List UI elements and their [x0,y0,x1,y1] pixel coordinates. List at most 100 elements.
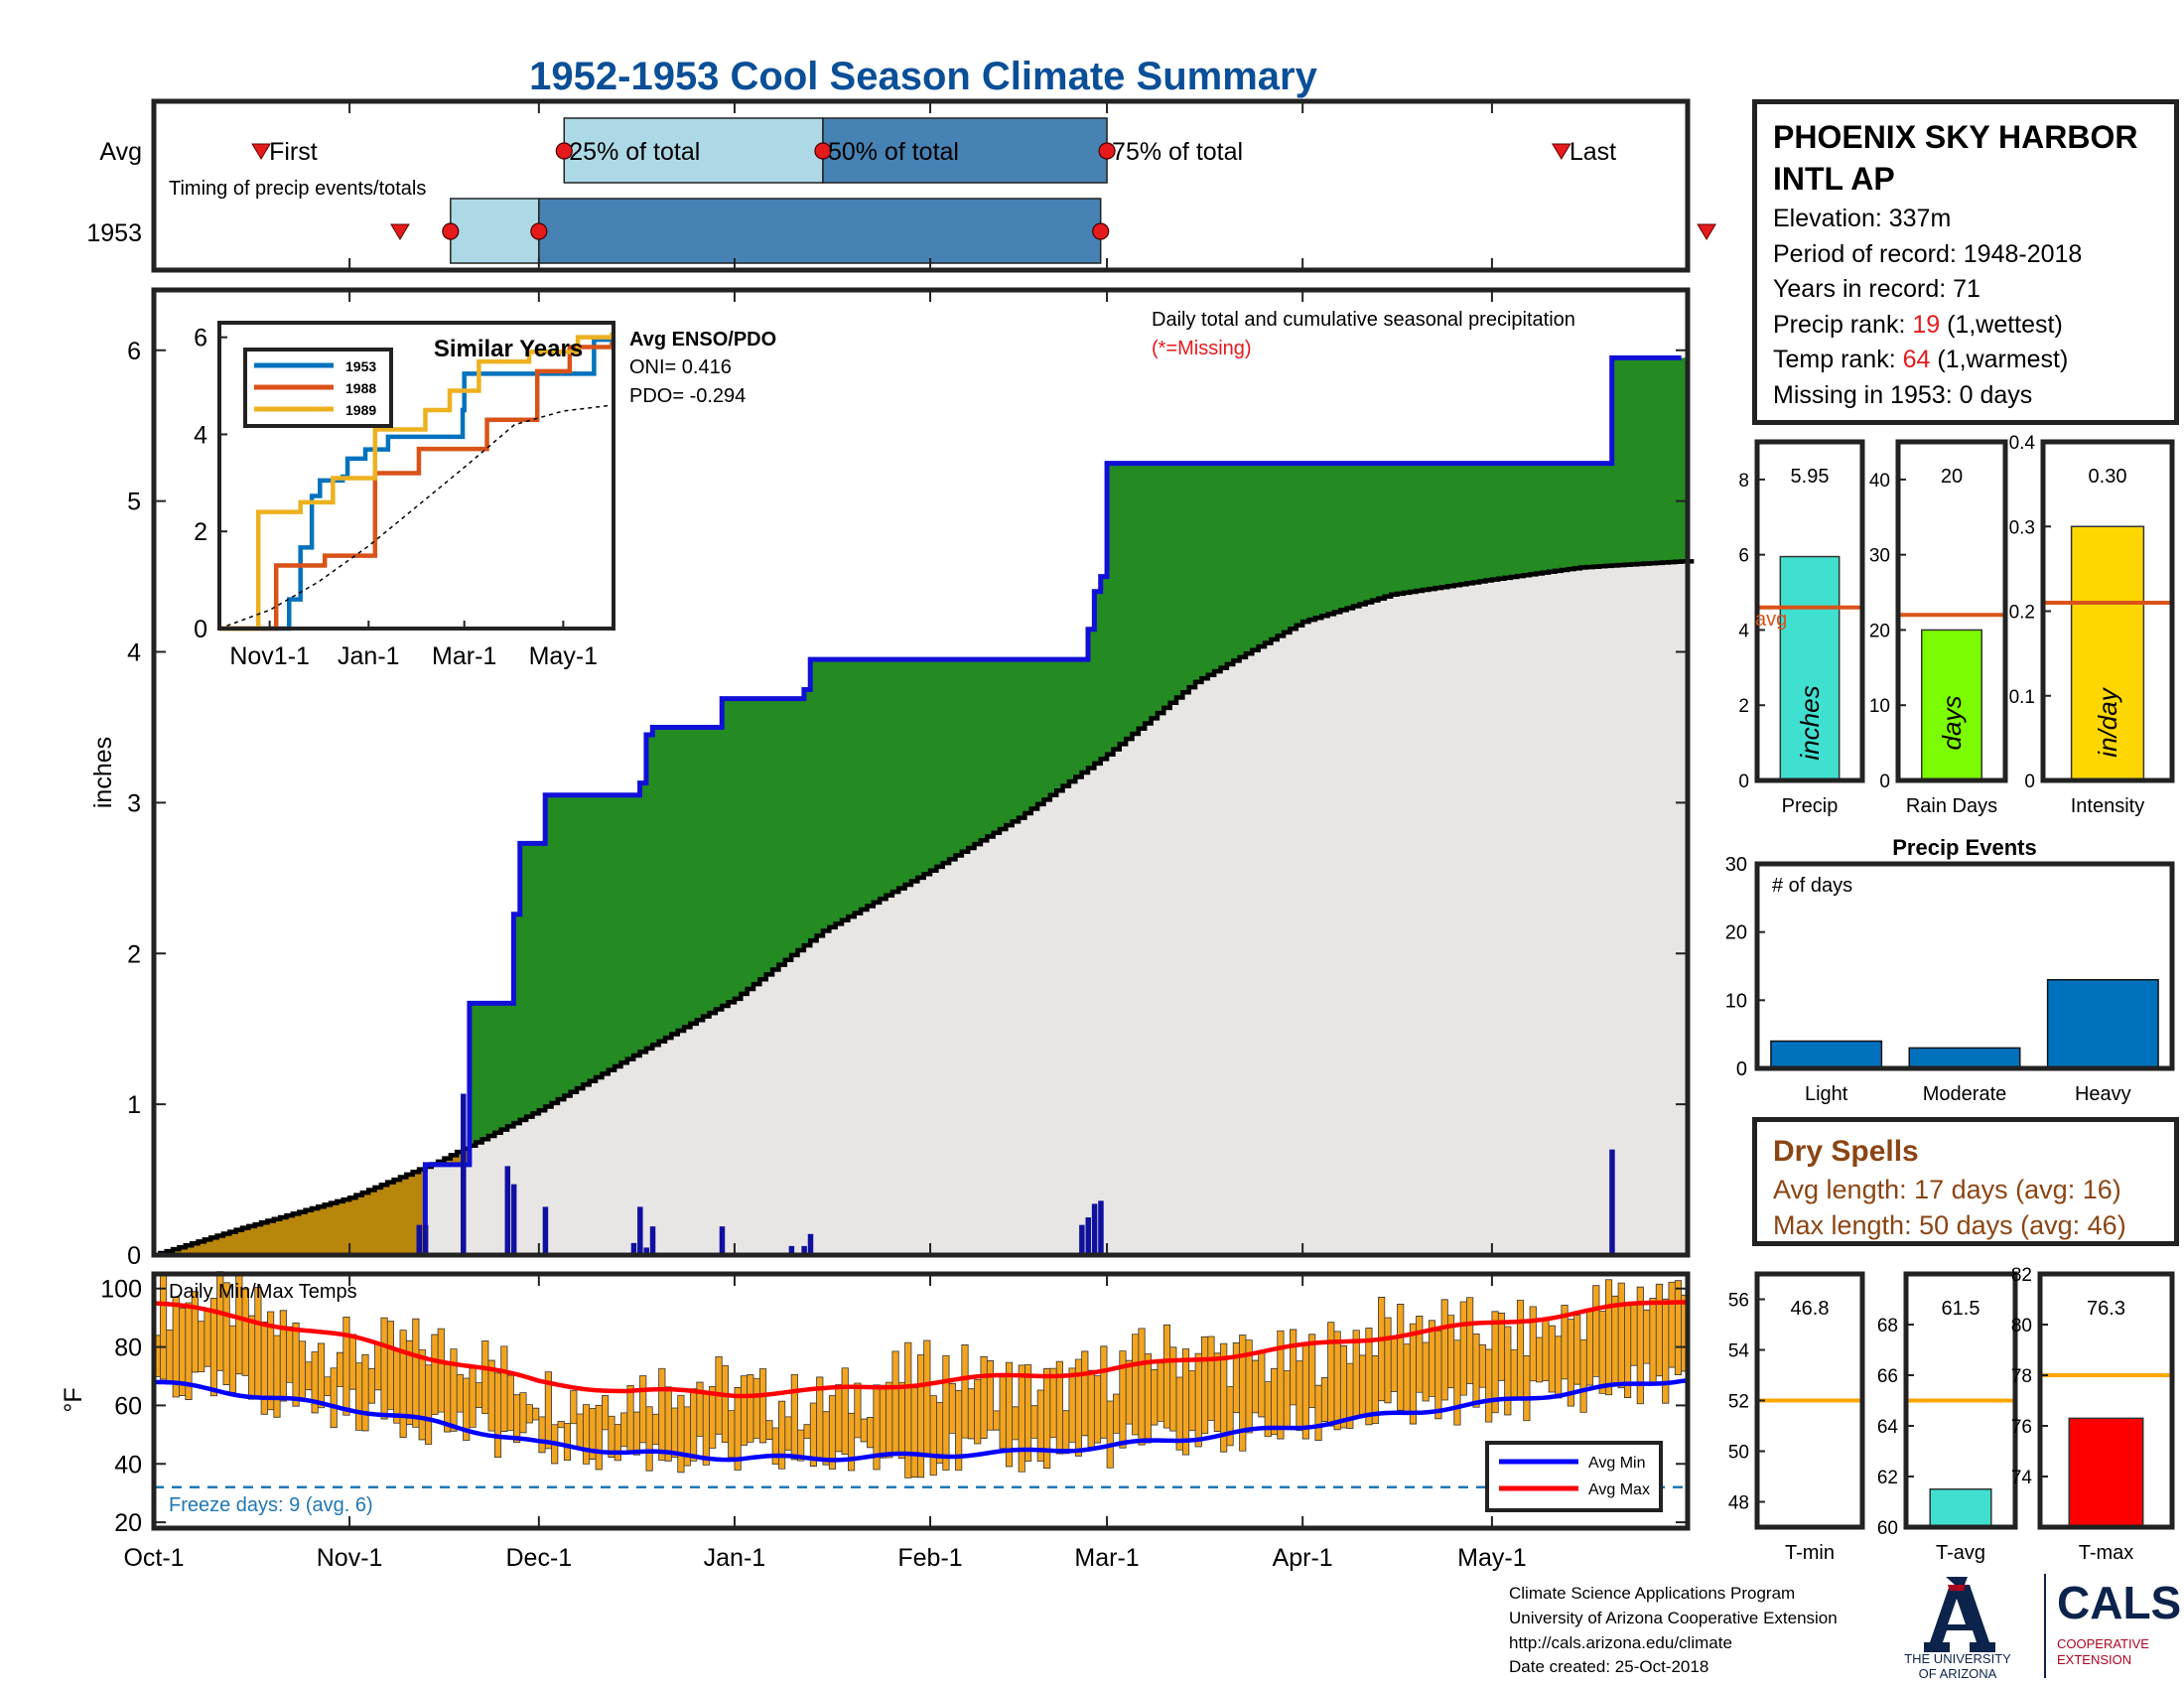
above-average-area [425,357,1689,1168]
daily-precip-bar [801,1245,807,1255]
events-frame [1754,861,2175,1071]
rain-days-tick-label: 30 [1869,546,1890,567]
rain-days-unit-label: days [1937,696,1967,751]
events-tick-label: 20 [1725,922,1747,944]
timing-row-1953: 1953 [86,219,142,247]
station-years: Years in record: 71 [1773,275,1980,303]
tavg-tick-label: 60 [1877,1518,1898,1539]
temps-legend-box [1485,1441,1663,1512]
legend-avg-min: Avg Min [1588,1455,1646,1472]
station-precip-rank: Precip rank: 19 (1,wettest) [1773,308,2174,344]
precip-chart: 0 2 4 6 8 5.95 Precip inches avg [1738,439,1865,817]
events-y-label: # of days [1772,875,1852,897]
temps-y-label: 80 [114,1335,142,1362]
cals-line-2: EXTENSION [2057,1652,2131,1667]
station-name-line-1: PHOENIX SKY HARBOR [1773,119,2138,155]
tavg-tick-label: 62 [1877,1468,1898,1488]
avg-max-line [153,1300,1689,1399]
tmax-chart: 74 76 78 80 82 76.3 T-max [2011,1265,2175,1564]
footer: Climate Science Applications Program Uni… [1509,1574,2181,1681]
1953-25-marker [442,222,460,240]
tavg-tick-label: 68 [1877,1316,1898,1336]
events-title: Precip Events [1892,835,2037,860]
tmax-tick-label: 82 [2011,1265,2032,1286]
season-summary-bars: 0 2 4 6 8 5.95 Precip inches avg 0 10 20 30 40 20 Rain … [1738,433,2175,817]
y-tick-label: 1 [127,1091,141,1119]
tmax-tick-label: 76 [2011,1417,2032,1438]
1953-50-marker [530,222,548,240]
precip-chart-title: Daily total and cumulative seasonal prec… [1152,309,1575,331]
ua-line-2: OF ARIZONA [1919,1666,1997,1681]
1953-first-marker [390,223,410,240]
snow-suffix: in. (0 %avg) [1918,416,2057,420]
events-bar-light [1770,1040,1883,1069]
daily-precip-bar [1098,1200,1104,1255]
tmin-tick-label: 52 [1728,1392,1749,1413]
station-temp-rank: Temp rank: 64 (1,warmest) [1773,343,2174,378]
events-tick-label: 10 [1725,990,1747,1012]
tavg-value-label: 61.5 [1942,1298,1980,1320]
snow-value: 0 [1904,416,1918,420]
intensity-tick-label: 0.2 [2009,603,2035,624]
avg-25-50-box [563,117,824,184]
block-a-inner-icon [1948,1599,1966,1624]
dry-spells-max-length: Max length: 50 days (avg: 46) [1773,1210,2126,1240]
daily-precip-bar [1085,1217,1091,1255]
label-25: 25% of total [569,138,700,166]
inset-y-label: 4 [194,421,207,449]
rain-days-tick-label: 40 [1869,471,1890,492]
season-1953-cumulative-line [154,354,1682,1258]
intensity-axis-label: Intensity [2071,795,2144,817]
dry-spells-box: Dry Spells Avg length: 17 days (avg: 16)… [1752,1117,2179,1246]
intensity-tick-label: 0 [2024,772,2035,792]
daily-precip-bar [807,1233,814,1255]
station-missing: Missing in 1953: 0 days [1773,380,2033,409]
similar-years-inset: 0 2 4 6 Nov1-1 Jan-1 Mar-1 May-1 Similar Years 19… [194,321,615,670]
intensity-tick-label: 0.4 [2009,433,2036,454]
y-tick-label: 0 [127,1242,141,1270]
x-tick-label: Jan-1 [704,1544,766,1572]
avg-25-marker [555,142,573,160]
y-tick-label: 6 [127,338,141,365]
inset-y-label: 2 [194,518,207,546]
events-category-label: Moderate [1923,1083,2007,1105]
daily-precip-bar [1609,1149,1615,1255]
tmax-frame [2037,1271,2175,1530]
footer-line-1: Climate Science Applications Program [1509,1584,1795,1603]
precip-events-chart: Precip Events Light Moderate Heavy 0 10 20 30 # … [1725,835,2175,1105]
daily-precip-bar [719,1226,726,1255]
precip-panel: 0 1 2 3 4 5 6 inches Daily total and cumulativ… [89,287,1695,1270]
timing-row-avg: Avg [99,138,142,166]
events-category-label: Heavy [2075,1083,2131,1105]
footer-line-4: Date created: 25-Oct-2018 [1509,1657,1708,1676]
inset-avg-line [218,404,613,630]
temps-legend: Avg Min Avg Max [1485,1441,1663,1512]
precip-value-label: 5.95 [1791,466,1830,488]
temp-rank-prefix: Temp rank: [1773,346,1903,373]
temps-panel: 20 40 60 80 100 °F Daily Min/Max Temps Freez… [60,1271,1691,1537]
x-tick-label: Mar-1 [1074,1544,1139,1572]
daily-precip-bar [649,1226,656,1255]
avg-cumulative-line [154,559,1695,1258]
temps-y-label: 20 [114,1509,142,1537]
inset-legend-label: 1988 [345,380,376,396]
intensity-unit-label: in/day [2093,686,2122,757]
station-info-box: PHOENIX SKY HARBOR INTL AP Elevation: 33… [1752,99,2179,425]
tavg-value-bar [1929,1488,1992,1528]
tmax-value-bar [2068,1417,2144,1528]
precip-frame [151,287,1691,1258]
1953-75-marker [1092,222,1110,240]
intensity-value-bar [2070,525,2145,781]
tmin-tick-label: 48 [1728,1493,1749,1514]
inset-series-1989 [219,332,614,632]
freeze-days-label: Freeze days: 9 (avg. 6) [169,1494,373,1516]
precip-tick-label: 4 [1738,621,1749,641]
rain-days-value-label: 20 [1941,466,1963,488]
legend-avg-max: Avg Max [1588,1481,1650,1498]
daily-precip-bar [416,1224,423,1255]
tmax-tick-label: 74 [2011,1468,2033,1488]
label-50: 50% of total [828,138,959,166]
precip-y-ticks: 0 1 2 3 4 5 6 [127,338,1688,1270]
inset-title: Similar Years [434,336,583,362]
y-tick-label: 3 [127,789,141,817]
